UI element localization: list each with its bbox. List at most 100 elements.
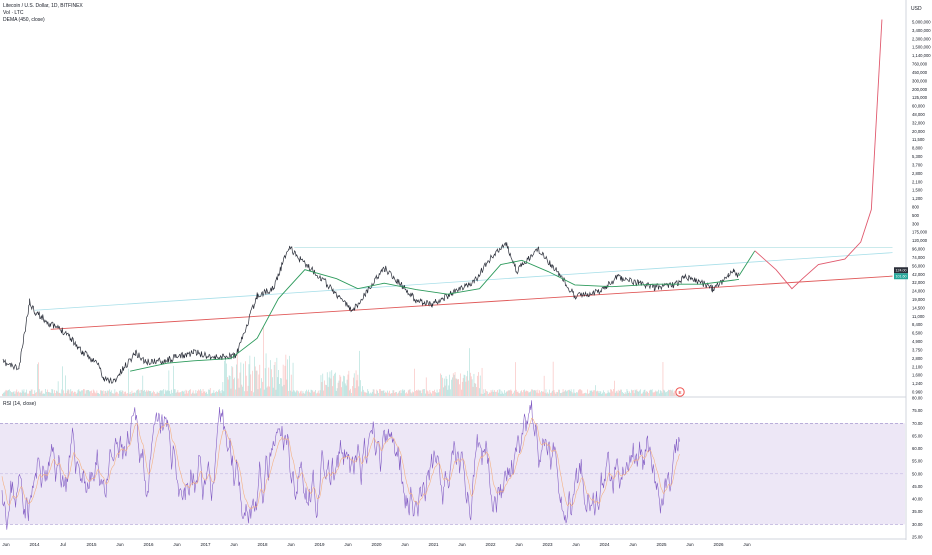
volume-bar	[498, 389, 500, 396]
volume-bar	[515, 389, 517, 396]
volume-bar	[658, 389, 659, 396]
volume-bar	[607, 390, 609, 396]
volume-bar	[41, 390, 43, 396]
volume-bar	[620, 389, 621, 396]
volume-bar	[418, 390, 420, 396]
volume-bar	[75, 393, 77, 396]
volume-bar	[532, 389, 533, 396]
volume-bar	[493, 391, 495, 396]
volume-bar	[568, 389, 569, 396]
volume-bar	[174, 389, 176, 396]
volume-bar	[158, 392, 160, 396]
volume-bar	[345, 385, 347, 396]
volume-bar	[98, 393, 99, 396]
volume-bar	[4, 391, 6, 396]
volume-bar	[303, 392, 305, 396]
volume-bar	[240, 362, 242, 396]
price-axis-label: 1,500,000	[912, 45, 931, 50]
volume-bar	[263, 326, 264, 396]
volume-bar	[474, 382, 476, 396]
volume-bar	[641, 393, 643, 396]
volume-bar	[324, 380, 325, 396]
price-axis-label: 2,300,000	[912, 36, 931, 41]
volume-bar	[454, 371, 456, 396]
volume-bar	[185, 389, 187, 396]
price-axis-label: 14,500	[912, 305, 925, 310]
volume-bar	[318, 393, 320, 396]
volume-bar	[654, 391, 656, 396]
volume-bar	[433, 391, 434, 396]
volume-bar	[602, 392, 603, 396]
volume-bar	[114, 389, 116, 396]
volume-bar	[275, 389, 277, 396]
volume-bar	[422, 389, 423, 396]
volume-bar	[496, 391, 497, 396]
volume-bar	[24, 392, 26, 396]
volume-bar	[187, 393, 189, 396]
volume-bar	[353, 373, 355, 396]
volume-bar	[20, 392, 21, 396]
volume-bar	[267, 386, 269, 396]
volume-bar	[2, 393, 3, 396]
volume-bar	[552, 361, 554, 396]
volume-bar	[425, 377, 427, 396]
rsi-line	[1, 400, 680, 530]
volume-bar	[660, 390, 662, 396]
volume-bar	[623, 392, 624, 396]
volume-bar	[417, 389, 419, 396]
price-axis-label: 1,500	[912, 188, 923, 193]
volume-bar	[9, 389, 10, 396]
volume-bar	[617, 392, 619, 396]
volume-bar	[179, 392, 180, 396]
volume-bar	[466, 376, 468, 396]
price-axis-label: 8,800	[912, 146, 923, 151]
volume-bar	[586, 393, 587, 396]
volume-bar	[159, 390, 161, 396]
volume-bar	[12, 391, 14, 396]
volume-bar	[441, 374, 442, 396]
volume-bar	[338, 380, 340, 396]
volume-bar	[8, 389, 9, 396]
volume-bar	[145, 391, 146, 396]
volume-bar	[73, 392, 74, 396]
volume-bar	[300, 390, 302, 396]
volume-bar	[624, 392, 626, 396]
volume-bar	[386, 392, 387, 396]
price-axis-label: 48,000	[912, 112, 925, 117]
volume-bar	[200, 389, 201, 396]
volume-bar	[325, 384, 326, 396]
volume-bar	[308, 389, 309, 396]
volume-bar	[453, 374, 455, 396]
volume-bar	[52, 389, 54, 396]
volume-bar	[27, 393, 28, 396]
volume-bar	[3, 392, 5, 396]
volume-bar	[143, 390, 144, 396]
volume-bar	[256, 370, 258, 396]
event-badge	[675, 387, 685, 397]
volume-bar	[425, 393, 426, 396]
volume-bar	[410, 392, 412, 396]
volume-bar	[34, 390, 36, 396]
volume-bar	[327, 386, 329, 396]
volume-bar	[585, 392, 586, 396]
volume-bar	[566, 391, 567, 396]
volume-bar	[204, 391, 206, 396]
volume-bar	[65, 375, 66, 396]
volume-bar	[625, 393, 627, 396]
volume-bar	[569, 389, 570, 396]
volume-bar	[263, 389, 265, 396]
volume-bar	[610, 389, 612, 396]
volume-bar	[201, 393, 203, 396]
volume-bar	[119, 390, 121, 396]
volume-bar	[316, 393, 317, 396]
volume-bar	[56, 391, 58, 396]
volume-bar	[664, 390, 666, 396]
volume-bar	[412, 391, 414, 396]
volume-bar	[523, 390, 524, 396]
lower-channel-line	[50, 275, 893, 330]
volume-bar	[323, 390, 324, 396]
current-price-tag-2-label: 101.60	[896, 275, 907, 279]
volume-bar	[103, 393, 105, 396]
volume-bar	[126, 393, 127, 396]
